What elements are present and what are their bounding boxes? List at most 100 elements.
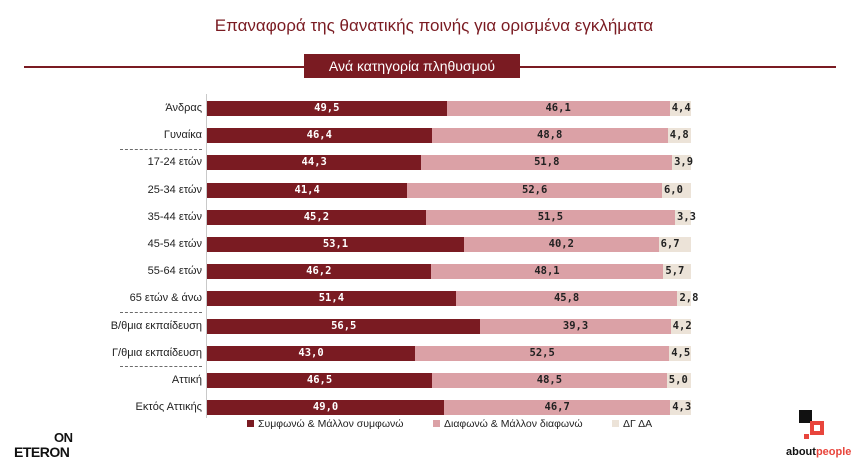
group-separator <box>120 149 202 150</box>
logo-about-text: about <box>786 446 816 458</box>
bar-segment <box>431 128 668 144</box>
bar-segment <box>207 291 456 307</box>
bar-segment <box>430 264 664 280</box>
bar-value-label: 46,7 <box>544 401 570 414</box>
bar-value-label: 43,0 <box>298 346 324 359</box>
row-label: Αττική <box>171 374 202 386</box>
bar-segment <box>432 373 667 388</box>
bar-value-label: 51,4 <box>318 292 345 305</box>
bar-value-label: 5,0 <box>668 374 688 386</box>
row-label: Γυναίκα <box>163 129 202 142</box>
bar-value-label: 44,3 <box>301 156 327 169</box>
bar-segment <box>669 345 691 361</box>
legend-item: Διαφωνώ & Μάλλον διαφωνώ <box>433 418 583 430</box>
bar-value-label: 4,2 <box>672 319 692 332</box>
legend-label: Συμφωνώ & Μάλλον συμφωνώ <box>258 418 404 430</box>
group-separator <box>120 312 202 313</box>
bar-value-label: 51,5 <box>537 210 564 223</box>
bar-segment <box>207 264 431 280</box>
logo-on-text: ON <box>54 430 73 445</box>
bar-value-label: 45,8 <box>553 292 580 305</box>
bar-value-label: 40,2 <box>548 238 574 250</box>
bar-segment <box>666 373 691 388</box>
row-label: 55-64 ετών <box>147 265 202 278</box>
legend-item: ΔΓ ΔΑ <box>612 418 652 430</box>
bar-segment <box>207 400 445 416</box>
bar-value-label: 56,5 <box>331 319 357 332</box>
legend-item: Συμφωνώ & Μάλλον συμφωνώ <box>247 418 403 430</box>
aboutpeople-logo-text: aboutpeople <box>786 446 851 458</box>
bar-segment <box>415 345 670 361</box>
bar-value-label: 46,1 <box>545 102 571 114</box>
bar-segment <box>464 237 659 252</box>
bar-value-label: 6,0 <box>663 183 683 196</box>
row-label: 65 ετών & άνω <box>129 292 202 305</box>
row-label: Γ/θμια εκπαίδευση <box>111 346 202 359</box>
bar-value-label: 6,7 <box>660 238 680 250</box>
aboutpeople-logo: aboutpeople <box>786 408 864 463</box>
bar-segment <box>207 373 433 388</box>
bar-value-label: 48,8 <box>537 129 563 142</box>
bar-segment <box>407 182 662 198</box>
logo-people-text: people <box>815 446 852 458</box>
bar-segment <box>207 318 481 334</box>
bar-value-label: 48,1 <box>534 265 560 278</box>
bar-segment <box>207 209 426 225</box>
bar-segment <box>207 128 432 144</box>
row-label: 35-44 ετών <box>147 210 202 223</box>
bar-value-label: 4,8 <box>669 129 689 142</box>
bar-value-label: 46,4 <box>306 129 332 142</box>
bar-value-label: 52,5 <box>529 346 555 359</box>
bar-segment <box>672 155 691 171</box>
bar-value-label: 2,8 <box>679 292 699 305</box>
logo-eteron-text: ETERON <box>14 444 70 460</box>
row-label: 25-34 ετών <box>147 183 202 196</box>
bar-value-label: 49,0 <box>312 401 339 414</box>
bar-segment <box>658 237 691 252</box>
bar-segment <box>425 209 676 225</box>
bar-value-label: 3,9 <box>674 156 694 169</box>
bar-segment <box>661 182 691 198</box>
bar-segment <box>207 101 447 116</box>
bar-segment <box>444 400 671 416</box>
bar-segment <box>207 237 464 252</box>
legend-swatch <box>433 420 440 427</box>
bar-segment <box>670 318 691 334</box>
bar-value-label: 41,4 <box>294 183 320 196</box>
legend-swatch <box>612 420 619 427</box>
bar-segment <box>675 209 691 225</box>
bar-segment <box>446 101 670 116</box>
bar-value-label: 52,6 <box>522 183 548 196</box>
bar-value-label: 49,5 <box>314 102 340 114</box>
legend-label: ΔΓ ΔΑ <box>623 418 653 430</box>
bar-value-label: 46,5 <box>306 374 333 386</box>
row-label: Άνδρας <box>165 102 202 114</box>
legend-label: Διαφωνώ & Μάλλον διαφωνώ <box>444 418 583 430</box>
bar-segment <box>670 400 691 416</box>
bar-segment <box>421 155 673 171</box>
bar-segment <box>207 155 422 171</box>
row-label: Εκτός Αττικής <box>135 401 202 414</box>
chart-title: Επαναφορά της θανατικής ποινής για ορισμ… <box>214 16 654 35</box>
bar-value-label: 48,5 <box>536 374 563 386</box>
group-separator <box>120 366 202 367</box>
row-label: Β/θμια εκπαίδευση <box>110 319 202 332</box>
bar-segment <box>480 318 671 334</box>
bar-segment <box>663 264 691 280</box>
bar-value-label: 53,1 <box>322 238 349 250</box>
bar-value-label: 46,2 <box>306 265 332 278</box>
bar-value-label: 4,5 <box>671 346 691 359</box>
bar-segment <box>667 128 691 144</box>
bar-value-label: 45,2 <box>303 210 330 223</box>
row-label: 17-24 ετών <box>147 156 202 169</box>
chart-subtitle: Ανά κατηγορία πληθυσμού <box>304 54 520 78</box>
axis-baseline <box>206 94 207 418</box>
bar-value-label: 5,7 <box>665 265 685 278</box>
bar-value-label: 4,4 <box>671 102 691 114</box>
bar-segment <box>669 101 691 116</box>
legend-swatch <box>247 420 254 427</box>
bar-value-label: 51,8 <box>534 156 560 169</box>
aboutpeople-logo-icon <box>799 410 824 439</box>
bar-segment <box>207 182 408 198</box>
bar-value-label: 3,3 <box>677 210 696 223</box>
